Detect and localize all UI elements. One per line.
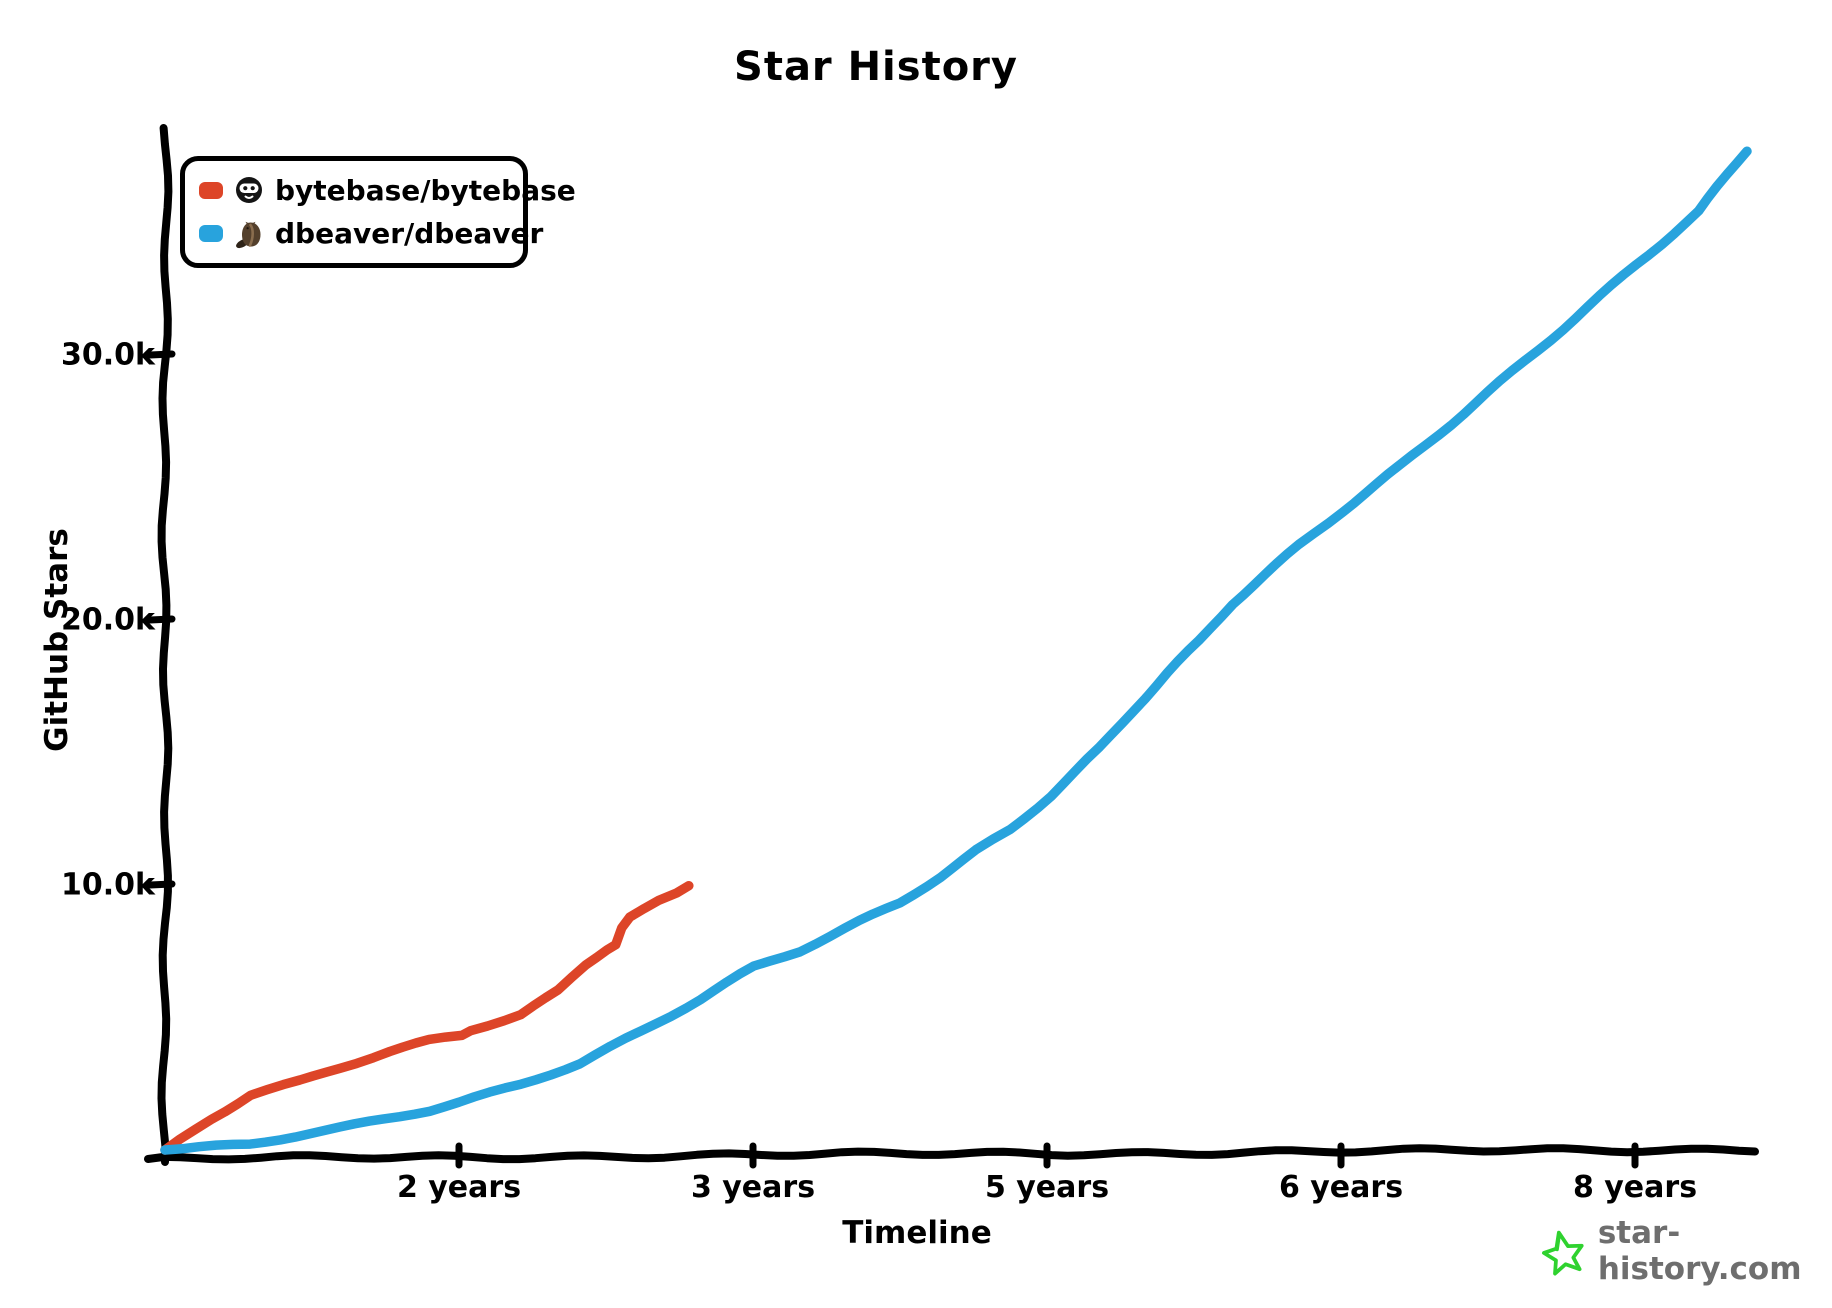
y-axis-tick-mark xyxy=(146,350,176,359)
y-axis-title: GitHub Stars xyxy=(39,528,75,752)
y-axis-line xyxy=(157,124,173,1166)
x-tick-label: 6 years xyxy=(1278,1170,1404,1205)
watermark-link[interactable]: star-history.com xyxy=(1540,1215,1832,1287)
dbeaver-avatar-icon xyxy=(236,221,261,248)
x-axis-title: Timeline xyxy=(842,1215,992,1251)
star-history-logo-icon xyxy=(1542,1230,1584,1276)
x-tick-label: 8 years xyxy=(1572,1170,1698,1205)
legend: bytebase/bytebase dbeaver/dbeaver xyxy=(180,156,576,268)
series-line-dbeaver xyxy=(160,146,1752,1155)
legend-label-bytebase: bytebase/bytebase xyxy=(275,173,576,207)
y-tick-label: 10.0k xyxy=(61,867,155,903)
x-axis-line xyxy=(144,1144,1759,1164)
series-line-bytebase xyxy=(160,880,694,1155)
y-axis-tick-mark xyxy=(146,880,176,889)
legend-label-dbeaver: dbeaver/dbeaver xyxy=(275,217,544,251)
x-tick-label: 3 years xyxy=(690,1170,816,1205)
dbeaver-series-swatch xyxy=(199,225,223,243)
y-axis-tick-mark xyxy=(146,615,176,624)
x-tick-label: 2 years xyxy=(396,1170,522,1205)
bytebase-avatar-icon xyxy=(236,177,262,204)
bytebase-series-swatch xyxy=(199,181,223,199)
y-tick-label: 30.0k xyxy=(61,337,155,373)
legend-item-dbeaver[interactable]: dbeaver/dbeaver xyxy=(199,217,543,250)
y-tick-label: 20.0k xyxy=(61,602,155,638)
x-tick-label: 5 years xyxy=(984,1170,1110,1205)
watermark-text: star-history.com xyxy=(1597,1215,1802,1287)
chart-title: Star History xyxy=(734,44,1018,90)
legend-item-bytebase[interactable]: bytebase/bytebase xyxy=(199,174,576,207)
